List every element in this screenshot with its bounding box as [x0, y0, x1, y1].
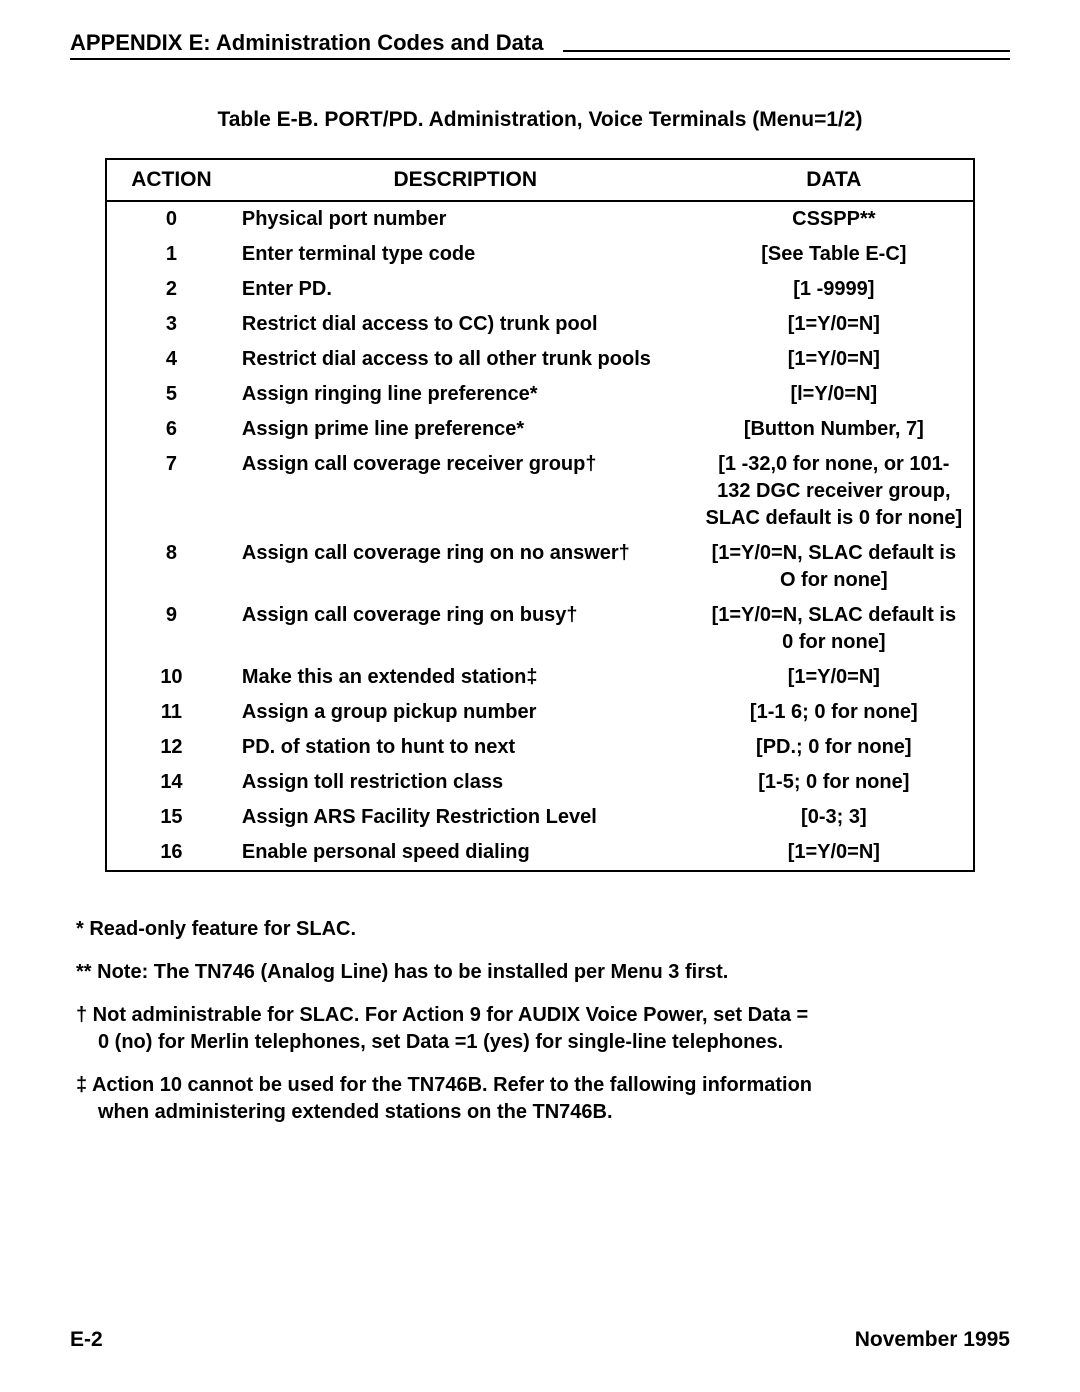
cell-action: 9 [106, 598, 236, 660]
cell-desc: Assign prime line preference* [236, 412, 695, 447]
cell-desc: PD. of station to hunt to next [236, 730, 695, 765]
table-title: Table E-B. PORT/PD. Administration, Voic… [70, 108, 1010, 132]
table-row: 4Restrict dial access to all other trunk… [106, 342, 974, 377]
page-header: APPENDIX E: Administration Codes and Dat… [70, 30, 1010, 56]
table-row: 15Assign ARS Facility Restriction Level[… [106, 800, 974, 835]
table-row: 0Physical port numberCSSPP** [106, 201, 974, 237]
header-rule-full [70, 58, 1010, 60]
cell-desc: Assign call coverage receiver group† [236, 447, 695, 536]
cell-data: [1 -9999] [695, 272, 974, 307]
table-row: 9Assign call coverage ring on busy†[1=Y/… [106, 598, 974, 660]
footnote-2: ** Note: The TN746 (Analog Line) has to … [76, 959, 1010, 986]
cell-data: [See Table E-C] [695, 237, 974, 272]
cell-data: [1=Y/0=N] [695, 307, 974, 342]
cell-action: 14 [106, 765, 236, 800]
cell-desc: Assign toll restriction class [236, 765, 695, 800]
cell-desc: Physical port number [236, 201, 695, 237]
cell-data: [1 -32,0 for none, or 101-132 DGC receiv… [695, 447, 974, 536]
footnotes: * Read-only feature for SLAC. ** Note: T… [70, 916, 1010, 1126]
cell-action: 6 [106, 412, 236, 447]
table-row: 3Restrict dial access to CC) trunk pool[… [106, 307, 974, 342]
table-row: 8Assign call coverage ring on no answer†… [106, 536, 974, 598]
footnote-1: * Read-only feature for SLAC. [76, 916, 1010, 943]
table-row: 6Assign prime line preference*[Button Nu… [106, 412, 974, 447]
cell-data: CSSPP** [695, 201, 974, 237]
footnote-4-line1: ‡ Action 10 cannot be used for the TN746… [76, 1074, 812, 1096]
page-number: E-2 [70, 1328, 103, 1352]
cell-action: 10 [106, 660, 236, 695]
footnote-3-line2: 0 (no) for Merlin telephones, set Data =… [76, 1029, 1010, 1056]
cell-data: [Button Number, 7] [695, 412, 974, 447]
header-rule-short [563, 50, 1010, 52]
cell-desc: Make this an extended station‡ [236, 660, 695, 695]
table-row: 1Enter terminal type code[See Table E-C] [106, 237, 974, 272]
cell-action: 2 [106, 272, 236, 307]
table-row: 7Assign call coverage receiver group†[1 … [106, 447, 974, 536]
col-data-header: DATA [695, 159, 974, 201]
cell-action: 12 [106, 730, 236, 765]
col-action-header: ACTION [106, 159, 236, 201]
page-date: November 1995 [855, 1328, 1010, 1352]
cell-action: 1 [106, 237, 236, 272]
col-description-header: DESCRIPTION [236, 159, 695, 201]
table-row: 10Make this an extended station‡[1=Y/0=N… [106, 660, 974, 695]
cell-desc: Enter PD. [236, 272, 695, 307]
cell-action: 15 [106, 800, 236, 835]
cell-action: 7 [106, 447, 236, 536]
appendix-title: APPENDIX E: Administration Codes and Dat… [70, 30, 543, 56]
cell-desc: Restrict dial access to all other trunk … [236, 342, 695, 377]
table-row: 2Enter PD.[1 -9999] [106, 272, 974, 307]
cell-desc: Assign call coverage ring on busy† [236, 598, 695, 660]
footnote-4-line2: when administering extended stations on … [76, 1099, 1010, 1126]
cell-action: 4 [106, 342, 236, 377]
table-header-row: ACTION DESCRIPTION DATA [106, 159, 974, 201]
cell-action: 5 [106, 377, 236, 412]
page-footer: E-2 November 1995 [70, 1328, 1010, 1352]
cell-desc: Enable personal speed dialing [236, 835, 695, 871]
cell-action: 0 [106, 201, 236, 237]
footnote-4: ‡ Action 10 cannot be used for the TN746… [76, 1072, 1010, 1126]
cell-desc: Assign a group pickup number [236, 695, 695, 730]
cell-data: [1=Y/0=N, SLAC default is 0 for none] [695, 598, 974, 660]
cell-data: [1=Y/0=N, SLAC default is O for none] [695, 536, 974, 598]
table-row: 16Enable personal speed dialing[1=Y/0=N] [106, 835, 974, 871]
cell-desc: Assign ringing line preference* [236, 377, 695, 412]
cell-desc: Enter terminal type code [236, 237, 695, 272]
footnote-3: † Not administrable for SLAC. For Action… [76, 1002, 1010, 1056]
cell-desc: Restrict dial access to CC) trunk pool [236, 307, 695, 342]
cell-action: 11 [106, 695, 236, 730]
table-row: 14Assign toll restriction class[1-5; 0 f… [106, 765, 974, 800]
cell-desc: Assign call coverage ring on no answer† [236, 536, 695, 598]
cell-data: [1-1 6; 0 for none] [695, 695, 974, 730]
cell-data: [PD.; 0 for none] [695, 730, 974, 765]
cell-action: 16 [106, 835, 236, 871]
footnote-3-line1: † Not administrable for SLAC. For Action… [76, 1004, 808, 1026]
cell-data: [1=Y/0=N] [695, 835, 974, 871]
table-row: 12PD. of station to hunt to next[PD.; 0 … [106, 730, 974, 765]
admin-table: ACTION DESCRIPTION DATA 0Physical port n… [105, 158, 975, 872]
cell-data: [1=Y/0=N] [695, 342, 974, 377]
cell-action: 3 [106, 307, 236, 342]
table-row: 11Assign a group pickup number[1-1 6; 0 … [106, 695, 974, 730]
cell-data: [l=Y/0=N] [695, 377, 974, 412]
cell-data: [1=Y/0=N] [695, 660, 974, 695]
table-row: 5Assign ringing line preference*[l=Y/0=N… [106, 377, 974, 412]
cell-desc: Assign ARS Facility Restriction Level [236, 800, 695, 835]
cell-data: [0-3; 3] [695, 800, 974, 835]
cell-action: 8 [106, 536, 236, 598]
cell-data: [1-5; 0 for none] [695, 765, 974, 800]
